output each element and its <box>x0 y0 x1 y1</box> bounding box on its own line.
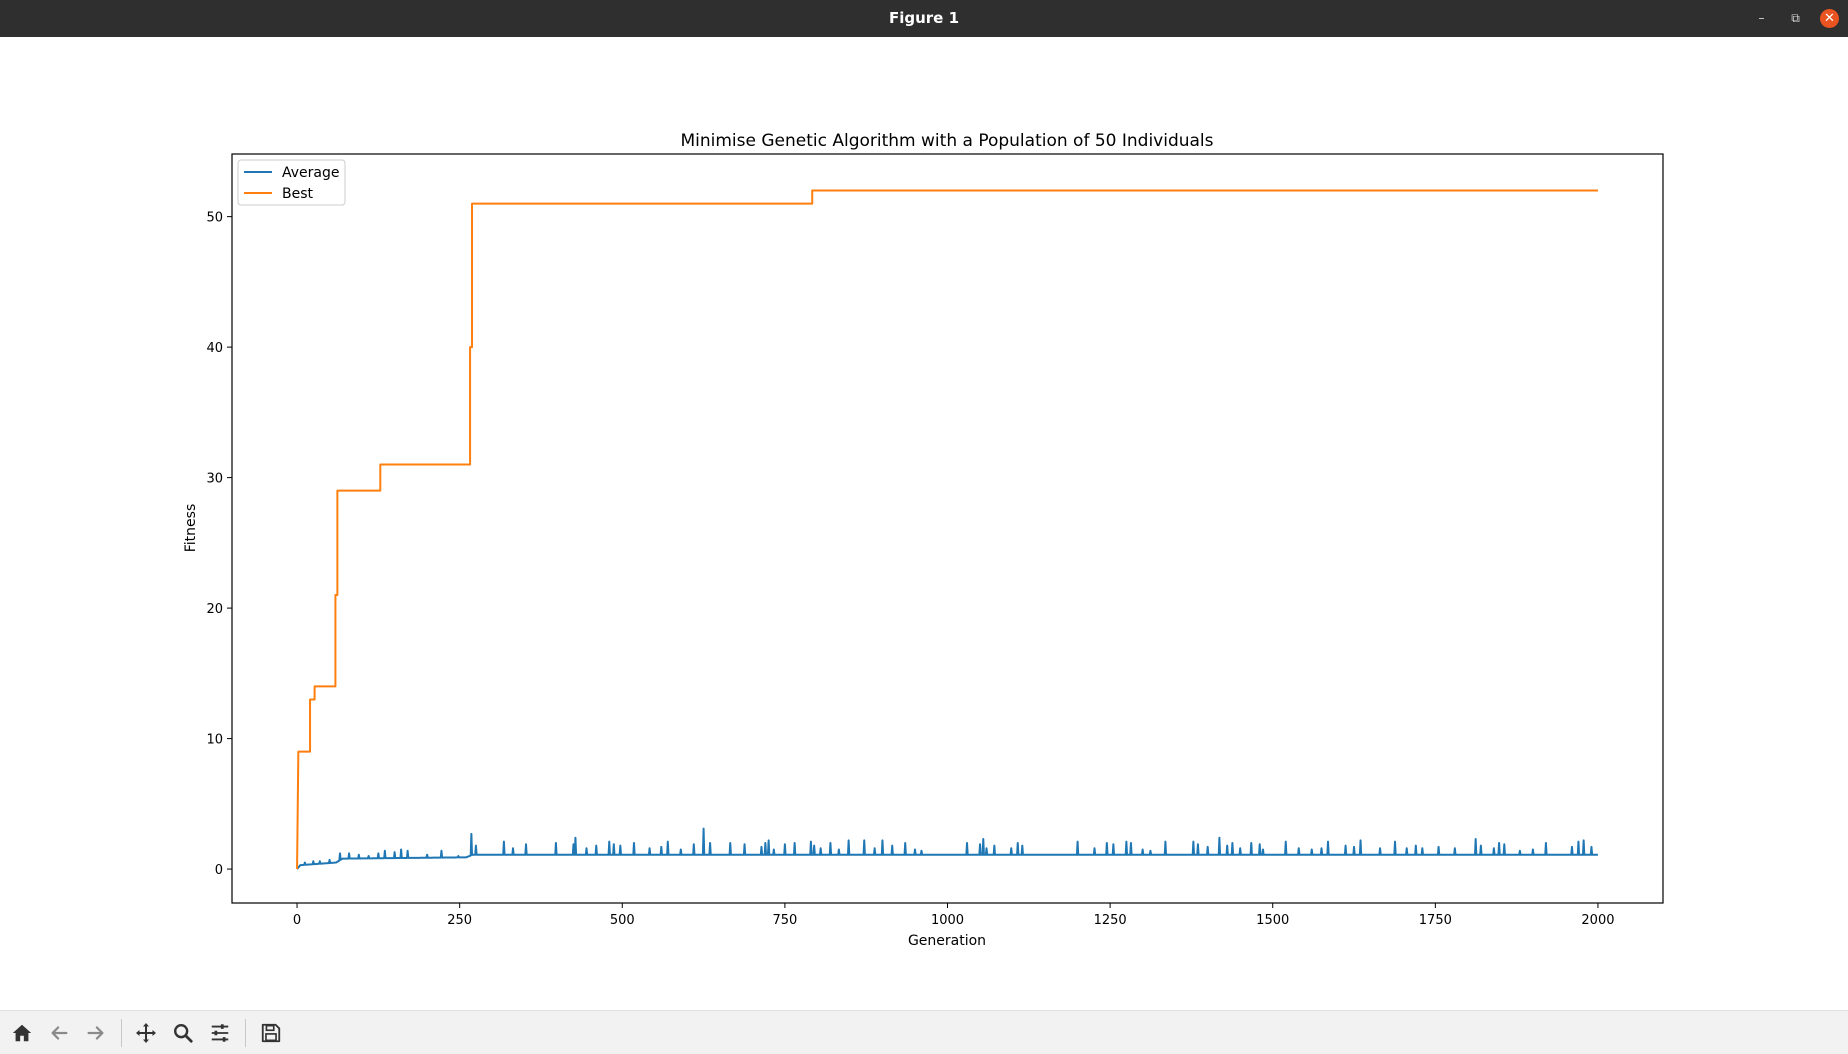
x-axis-label: Generation <box>908 933 986 949</box>
navigation-toolbar <box>0 1010 1848 1054</box>
chart: 0 250 500 750 1000 1250 1500 1750 2000 0 10 20 30 40… <box>183 131 1664 949</box>
figure-canvas[interactable]: 0 250 500 750 1000 1250 1500 1750 2000 0 10 20 30 40… <box>0 37 1848 1010</box>
legend: Average Best <box>237 159 346 206</box>
legend-label-average: Average <box>282 165 340 181</box>
series-layer <box>296 189 1599 870</box>
sliders-icon <box>211 1024 229 1042</box>
close-icon[interactable]: ✕ <box>1820 9 1839 28</box>
forward-button[interactable] <box>82 1019 110 1047</box>
y-tick-label: 50 <box>206 211 223 226</box>
home-icon <box>12 1024 32 1042</box>
series-line-average <box>296 827 1599 870</box>
plot-frame <box>231 153 1664 904</box>
x-tick-label: 750 <box>772 913 797 928</box>
x-tick-label: 0 <box>293 913 301 928</box>
x-tick-label: 250 <box>447 913 472 928</box>
plot-area <box>232 154 1663 903</box>
zoom-button[interactable] <box>169 1019 197 1047</box>
y-tick-label: 10 <box>206 733 223 748</box>
y-tick-label: 0 <box>215 863 223 878</box>
magnifier-icon <box>174 1024 193 1043</box>
legend-label-best: Best <box>282 186 314 202</box>
floppy-disk-icon <box>261 1023 281 1043</box>
y-tick-label: 20 <box>206 602 223 617</box>
chart-title: Minimise Genetic Algorithm with a Popula… <box>680 131 1213 151</box>
x-tick-label: 1250 <box>1094 913 1127 928</box>
save-button[interactable] <box>257 1019 285 1047</box>
y-tick-label: 40 <box>206 341 223 356</box>
x-tick-label: 1500 <box>1256 913 1289 928</box>
window-title: Figure 1 <box>888 9 960 27</box>
move-icon <box>136 1023 156 1043</box>
y-axis-ticks: 0 10 20 30 40 50 <box>206 211 232 878</box>
pan-button[interactable] <box>132 1019 160 1047</box>
arrow-left-icon <box>51 1026 68 1040</box>
back-button[interactable] <box>45 1019 73 1047</box>
home-button[interactable] <box>8 1019 36 1047</box>
x-tick-label: 2000 <box>1581 913 1614 928</box>
configure-subplots-button[interactable] <box>206 1019 234 1047</box>
minimize-icon[interactable]: – <box>1758 11 1765 25</box>
x-tick-label: 500 <box>610 913 635 928</box>
series-line-best <box>296 189 1598 870</box>
arrow-right-icon <box>87 1026 104 1040</box>
window-titlebar: Figure 1 – ⧉ ✕ <box>0 0 1848 37</box>
x-tick-label: 1000 <box>931 913 964 928</box>
maximize-icon[interactable]: ⧉ <box>1791 11 1800 25</box>
y-tick-label: 30 <box>206 472 223 487</box>
x-axis-ticks: 0 250 500 750 1000 1250 1500 1750 2000 <box>293 903 1615 928</box>
toolbar-separator <box>121 1019 122 1047</box>
x-tick-label: 1750 <box>1419 913 1452 928</box>
toolbar-separator <box>245 1019 246 1047</box>
y-axis-label: Fitness <box>183 504 199 553</box>
